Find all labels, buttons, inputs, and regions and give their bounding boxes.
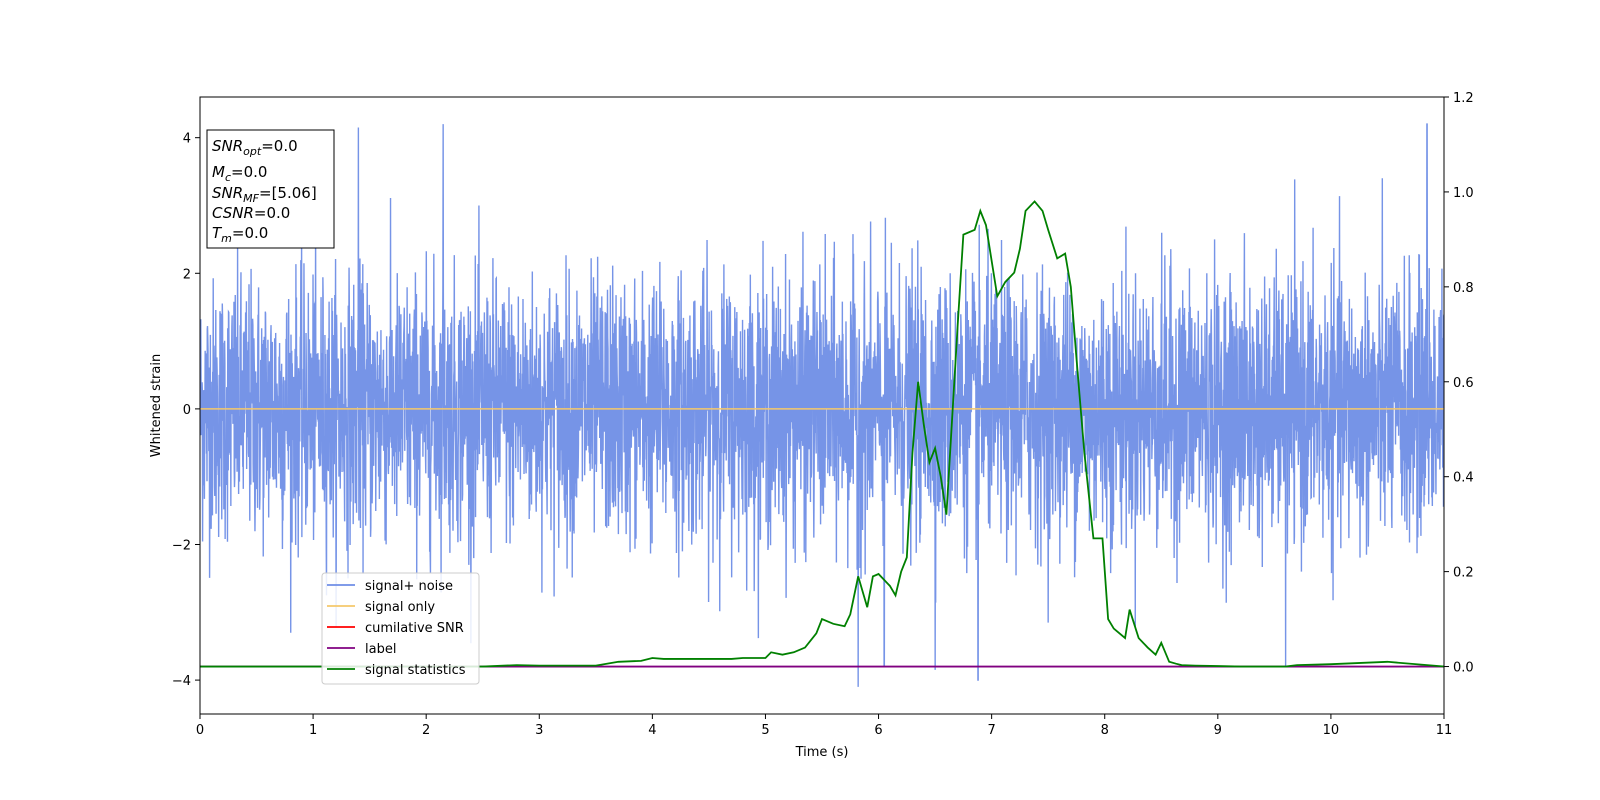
plot-frame [199,96,1445,715]
y-left-tick-label: 0 [183,403,191,418]
legend-label: signal+ noise [365,579,453,594]
y-left-tick-label: 2 [183,267,191,282]
info-box-frame [206,129,335,249]
x-axis-label: Time (s) [795,745,849,760]
info-line: SNRMF=[5.06] [212,184,317,205]
y-right-tick-label: 1.0 [1453,186,1474,201]
legend-box [321,572,480,685]
info-line: Tm=0.0 [212,224,268,245]
x-tick-label: 11 [1436,723,1453,738]
y-right-tick-label: 0.4 [1453,471,1474,486]
x-tick-label: 6 [874,723,882,738]
legend-item: signal+ noise [327,579,453,594]
info-line: CSNR=0.0 [212,204,290,222]
x-tick-label: 10 [1323,723,1340,738]
x-tick-label: 7 [987,723,995,738]
y-left-tick-label: −4 [172,674,191,689]
y-right-tick-label: 0.6 [1453,376,1474,391]
legend-item: signal only [327,600,435,615]
legend-item: signal statistics [327,663,466,678]
x-tick-label: 5 [761,723,769,738]
x-tick-label: 4 [648,723,656,738]
x-tick-label: 9 [1214,723,1222,738]
y-right-tick-label: 0.0 [1453,661,1474,676]
x-tick-label: 3 [535,723,543,738]
y-axis-label: Whitened strain [149,354,164,457]
x-tick-label: 0 [196,723,204,738]
legend-item: cumilative SNR [327,621,464,636]
legend-label: signal statistics [365,663,466,678]
y-right-tick-label: 1.2 [1453,91,1474,106]
legend-label: signal only [365,600,435,615]
legend: signal+ noise signal only cumilative SNR la… [321,572,480,685]
x-tick-label: 8 [1101,723,1109,738]
series-signal-statistics [200,200,1444,668]
info-line: Mc=0.0 [212,163,267,184]
x-tick-label: 2 [422,723,430,738]
y-left-tick-label: −2 [172,538,191,553]
y-left-tick-label: 4 [183,132,191,147]
legend-label: label [365,642,396,657]
info-line: SNRopt=0.0 [212,137,298,158]
series-signal-noise [200,123,1444,687]
legend-label: cumilative SNR [365,621,464,636]
legend-item: label [327,642,396,657]
x-tick-label: 1 [309,723,317,738]
axes: 0 1 2 3 4 5 6 7 8 9 10 11 −4 −2 0 2 4 0.0 0.2 0.4 0.6 0.8 1.0 1… [149,91,1474,760]
y-right-tick-label: 0.2 [1453,566,1474,581]
y-right-tick-label: 0.8 [1453,281,1474,296]
